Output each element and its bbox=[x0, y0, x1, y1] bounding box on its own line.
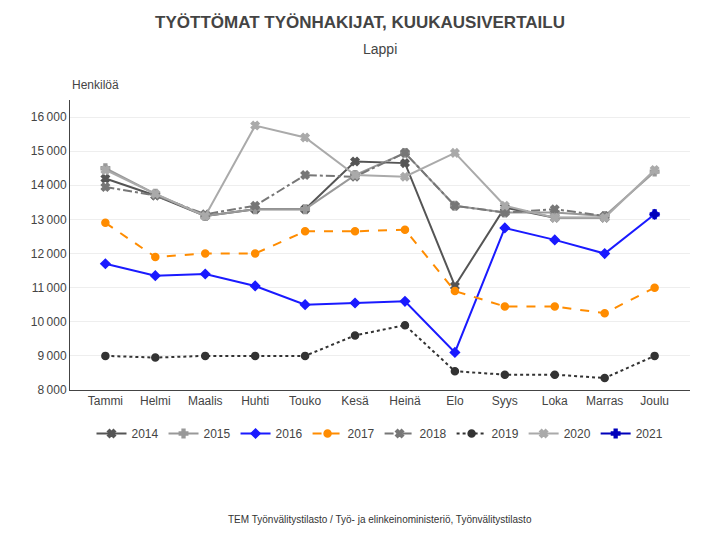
svg-text:TYÖTTÖMAT TYÖNHAKIJAT, KUUKAUS: TYÖTTÖMAT TYÖNHAKIJAT, KUUKAUSIVERTAILU bbox=[155, 13, 565, 32]
svg-text:2016: 2016 bbox=[276, 427, 303, 441]
svg-text:TEM Työnvälitystilasto / Työ-: TEM Työnvälitystilasto / Työ- ja elinkei… bbox=[228, 514, 532, 525]
svg-text:Helmi: Helmi bbox=[140, 394, 171, 408]
svg-text:Huhti: Huhti bbox=[241, 394, 269, 408]
svg-text:2015: 2015 bbox=[204, 427, 231, 441]
svg-text:15 000: 15 000 bbox=[31, 144, 67, 158]
svg-text:2018: 2018 bbox=[420, 427, 447, 441]
svg-text:12 000: 12 000 bbox=[31, 247, 67, 261]
svg-text:2017: 2017 bbox=[348, 427, 375, 441]
svg-text:Lappi: Lappi bbox=[363, 41, 397, 57]
svg-text:Kesä: Kesä bbox=[341, 394, 369, 408]
svg-text:Henkilöä: Henkilöä bbox=[72, 78, 119, 92]
svg-text:9 000: 9 000 bbox=[37, 349, 66, 363]
svg-text:Syys: Syys bbox=[492, 394, 518, 408]
svg-text:Joulu: Joulu bbox=[640, 394, 669, 408]
svg-text:Heinä: Heinä bbox=[389, 394, 421, 408]
svg-text:Touko: Touko bbox=[289, 394, 321, 408]
svg-text:Loka: Loka bbox=[542, 394, 568, 408]
svg-text:2021: 2021 bbox=[636, 427, 663, 441]
svg-text:14 000: 14 000 bbox=[31, 178, 67, 192]
svg-text:16 000: 16 000 bbox=[31, 110, 67, 124]
svg-text:13 000: 13 000 bbox=[31, 213, 67, 227]
svg-text:Elo: Elo bbox=[446, 394, 464, 408]
svg-text:10 000: 10 000 bbox=[31, 315, 67, 329]
svg-text:Maalis: Maalis bbox=[188, 394, 223, 408]
svg-text:8 000: 8 000 bbox=[37, 383, 66, 397]
svg-text:2014: 2014 bbox=[132, 427, 159, 441]
svg-text:Tammi: Tammi bbox=[88, 394, 123, 408]
svg-text:11 000: 11 000 bbox=[32, 281, 67, 295]
svg-text:2020: 2020 bbox=[564, 427, 591, 441]
svg-text:2019: 2019 bbox=[492, 427, 519, 441]
svg-text:Marras: Marras bbox=[586, 394, 623, 408]
